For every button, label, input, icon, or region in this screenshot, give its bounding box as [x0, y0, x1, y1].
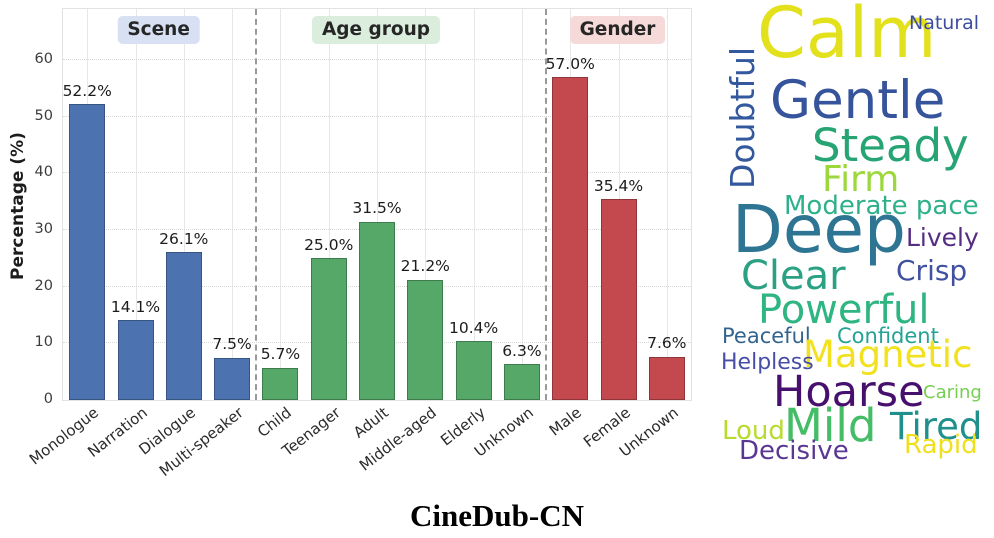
group-separator-line	[545, 9, 548, 400]
bar-value-label: 10.4%	[448, 318, 499, 337]
bar-narration	[117, 320, 154, 400]
bar-teenager	[310, 258, 347, 400]
y-tick-label: 50	[34, 107, 53, 124]
word-clear: Clear	[741, 253, 846, 299]
y-gridline	[63, 59, 691, 60]
bar-child	[262, 367, 299, 400]
figure-title: CineDub-CN	[410, 498, 584, 533]
word-magnetic: Magnetic	[803, 333, 973, 376]
y-tick-label: 30	[34, 220, 53, 237]
bar-elderly	[455, 341, 492, 400]
bar-value-label: 21.2%	[400, 257, 450, 276]
group-badge-age-group: Age group	[311, 16, 441, 45]
bar-value-label: 7.5%	[212, 335, 252, 353]
bar-value-label: 52.2%	[62, 81, 112, 100]
x-tick-label: Monologue	[26, 403, 103, 469]
word-helpless: Helpless	[721, 350, 814, 375]
word-steady: Steady	[812, 119, 969, 172]
x-gridline	[135, 9, 137, 400]
word-lively: Lively	[906, 223, 979, 252]
bar-value-label: 57.0%	[545, 54, 595, 73]
bar-value-label: 7.6%	[647, 334, 687, 353]
x-tick-label: Child	[254, 403, 296, 441]
word-mild: Mild	[784, 399, 877, 452]
bar-value-label: 6.3%	[502, 341, 542, 360]
word-confident: Confident	[837, 324, 939, 348]
y-axis-label: Percentage (%)	[8, 132, 28, 280]
word-crisp: Crisp	[896, 254, 968, 287]
word-peaceful: Peaceful	[722, 324, 811, 348]
word-firm: Firm	[822, 159, 900, 200]
bar-male	[552, 77, 589, 400]
word-natural: Natural	[909, 12, 980, 34]
x-gridline	[232, 9, 234, 400]
bar-monologue	[69, 104, 106, 400]
word-gentle: Gentle	[770, 70, 946, 131]
bar-value-label: 31.5%	[352, 199, 402, 217]
word-deep: Deep	[732, 191, 906, 268]
group-separator-line	[255, 9, 258, 400]
bar-middle-aged	[407, 279, 444, 400]
y-tick-label: 10	[34, 334, 53, 351]
word-hoarse: Hoarse	[773, 367, 925, 417]
y-gridline	[63, 172, 691, 174]
x-tick-label: Male	[545, 403, 586, 440]
word-moderate-pace: Moderate pace	[784, 191, 979, 221]
bar-unknown	[503, 364, 540, 400]
y-tick-label: 20	[34, 277, 53, 294]
word-tired: Tired	[890, 405, 983, 448]
x-gridline	[280, 9, 282, 400]
x-gridline	[666, 9, 668, 400]
y-gridline	[63, 115, 691, 117]
bar-value-label: 26.1%	[159, 229, 209, 248]
word-loud: Loud	[722, 416, 785, 446]
plot-area: 52.2% 14.1% 26.1% 7.5% 5.7% 25.0% 31.5% 21.2% 10…	[62, 8, 692, 401]
x-tick-label: Adult	[349, 403, 392, 442]
bar-value-label: 25.0%	[304, 235, 354, 254]
x-gridline	[473, 9, 475, 400]
bar-value-label: 5.7%	[260, 345, 301, 364]
bar-chart-panel: Percentage (%) 52.2% 14.1% 26.1% 7.5% 5.7% 25…	[8, 8, 692, 480]
bar-female	[600, 199, 637, 400]
word-decisive: Decisive	[739, 436, 849, 466]
bar-value-label: 35.4%	[593, 176, 644, 195]
x-gridline	[183, 9, 185, 400]
word-calm: Calm	[757, 0, 937, 74]
bar-multi-speaker	[214, 357, 251, 400]
x-gridline	[377, 9, 378, 400]
group-badge-scene: Scene	[117, 16, 200, 45]
word-caring: Caring	[923, 382, 982, 403]
y-tick-label: 60	[34, 50, 53, 67]
word-doubtful: Doubtful	[723, 46, 762, 189]
bar-adult	[359, 221, 395, 400]
bar-dialogue	[165, 252, 202, 400]
bar-value-label: 14.1%	[110, 297, 161, 316]
group-badge-gender: Gender	[569, 16, 666, 45]
x-gridline	[328, 9, 330, 400]
x-gridline	[521, 9, 523, 400]
x-gridline	[425, 9, 427, 400]
word-powerful: Powerful	[758, 287, 930, 333]
word-rapid: Rapid	[904, 430, 978, 460]
y-tick-label: 0	[43, 390, 53, 407]
y-tick-label: 40	[34, 164, 53, 181]
bar-unknown	[648, 356, 685, 400]
